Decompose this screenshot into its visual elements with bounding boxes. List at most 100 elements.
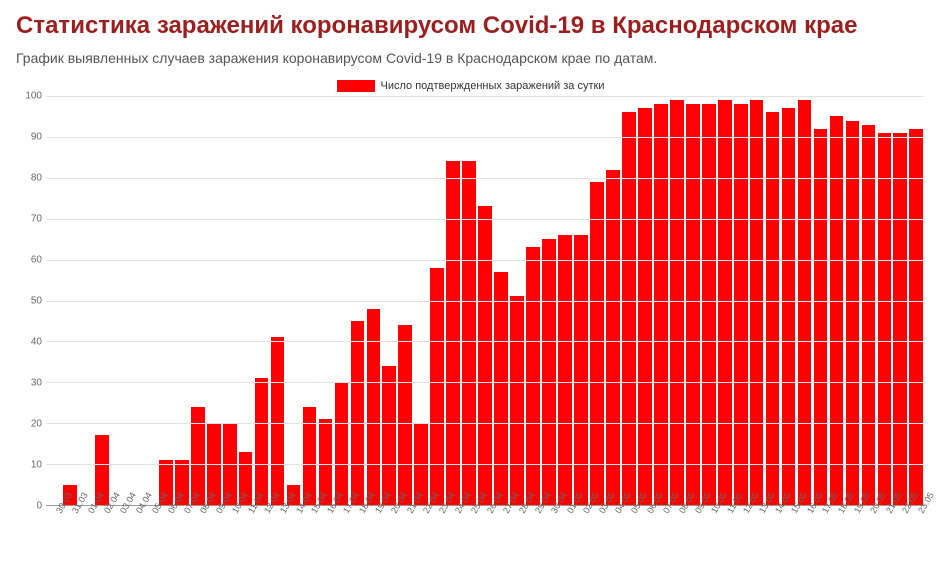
x-slot: 07.04 <box>174 506 190 546</box>
bar <box>335 382 349 505</box>
x-slot: 17.04 <box>333 506 349 546</box>
legend-label: Число подтвержденных заражений за сутки <box>381 80 605 92</box>
bar <box>590 182 604 505</box>
x-slot: 06.04 <box>158 506 174 546</box>
bar <box>638 108 652 505</box>
x-slot: 16.05 <box>797 506 813 546</box>
grid-line <box>46 423 924 424</box>
x-slot: 10.04 <box>222 506 238 546</box>
x-slot: 20.05 <box>860 506 876 546</box>
bar-chart: 0102030405060708090100 30.0331.0301.0402… <box>16 96 924 546</box>
x-slot: 05.05 <box>621 506 637 546</box>
x-slot: 30.04 <box>541 506 557 546</box>
y-tick-label: 100 <box>25 91 42 102</box>
y-tick-label: 20 <box>31 419 42 430</box>
legend-swatch <box>337 80 375 92</box>
x-slot: 15.05 <box>781 506 797 546</box>
x-slot: 14.05 <box>765 506 781 546</box>
x-slot: 22.04 <box>413 506 429 546</box>
x-slot: 03.05 <box>589 506 605 546</box>
x-slot: 21.04 <box>397 506 413 546</box>
grid-line <box>46 382 924 383</box>
x-slot: 29.04 <box>525 506 541 546</box>
grid-line <box>46 178 924 179</box>
x-slot: 28.04 <box>509 506 525 546</box>
grid-line <box>46 137 924 138</box>
y-tick-label: 30 <box>31 378 42 389</box>
y-tick-label: 0 <box>36 501 42 512</box>
bar <box>750 100 764 505</box>
x-slot: 26.04 <box>477 506 493 546</box>
y-tick-label: 60 <box>31 255 42 266</box>
x-slot: 02.05 <box>573 506 589 546</box>
x-slot: 11.04 <box>238 506 254 546</box>
x-slot: 02.04 <box>94 506 110 546</box>
x-slot: 11.05 <box>717 506 733 546</box>
x-axis: 30.0331.0301.0402.0403.0404.0405.0406.04… <box>46 506 924 546</box>
x-slot: 08.04 <box>190 506 206 546</box>
grid-line <box>46 464 924 465</box>
bar <box>446 161 460 505</box>
bar <box>782 108 796 505</box>
y-axis: 0102030405060708090100 <box>16 96 46 506</box>
grid-line <box>46 219 924 220</box>
bar <box>654 104 668 505</box>
bar <box>702 104 716 505</box>
x-slot: 19.05 <box>844 506 860 546</box>
x-slot: 12.05 <box>733 506 749 546</box>
bar <box>542 239 556 505</box>
x-slot: 18.04 <box>349 506 365 546</box>
bar <box>510 296 524 505</box>
grid-line <box>46 341 924 342</box>
x-slot: 09.04 <box>206 506 222 546</box>
page-title: Статистика заражений коронавирусом Covid… <box>16 12 925 40</box>
bar <box>367 309 381 505</box>
x-slot: 13.04 <box>270 506 286 546</box>
x-slot: 01.04 <box>78 506 94 546</box>
x-slot: 19.04 <box>365 506 381 546</box>
grid-line <box>46 260 924 261</box>
x-slot: 30.03 <box>46 506 62 546</box>
bar <box>606 170 620 505</box>
page-subtitle: График выявленных случаев заражения коро… <box>16 50 925 66</box>
x-slot: 31.03 <box>62 506 78 546</box>
x-slot: 04.04 <box>126 506 142 546</box>
y-tick-label: 80 <box>31 173 42 184</box>
x-slot: 06.05 <box>637 506 653 546</box>
chart-legend: Число подтвержденных заражений за сутки <box>16 80 925 92</box>
x-slot: 10.05 <box>701 506 717 546</box>
x-slot: 13.05 <box>749 506 765 546</box>
bar <box>622 112 636 505</box>
y-tick-label: 40 <box>31 337 42 348</box>
bar <box>430 268 444 505</box>
x-slot: 05.04 <box>142 506 158 546</box>
bar <box>670 100 684 505</box>
bar <box>494 272 508 505</box>
bar <box>909 129 923 505</box>
x-slot: 04.05 <box>605 506 621 546</box>
bar <box>398 325 412 505</box>
bar <box>382 366 396 505</box>
bar <box>351 321 365 505</box>
x-slot: 12.04 <box>254 506 270 546</box>
bar <box>798 100 812 505</box>
x-slot: 09.05 <box>685 506 701 546</box>
bar <box>862 125 876 505</box>
grid-line <box>46 96 924 97</box>
x-slot: 23.04 <box>429 506 445 546</box>
y-tick-label: 90 <box>31 132 42 143</box>
bar <box>271 337 285 505</box>
x-slot: 08.05 <box>669 506 685 546</box>
plot-area <box>46 96 924 506</box>
x-slot: 18.05 <box>828 506 844 546</box>
x-slot: 22.05 <box>892 506 908 546</box>
x-slot: 07.05 <box>653 506 669 546</box>
bar <box>255 378 269 505</box>
x-slot: 16.04 <box>317 506 333 546</box>
x-slot: 14.04 <box>286 506 302 546</box>
x-slot: 21.05 <box>876 506 892 546</box>
bar <box>814 129 828 505</box>
x-slot: 25.04 <box>461 506 477 546</box>
x-slot: 01.05 <box>557 506 573 546</box>
y-tick-label: 70 <box>31 214 42 225</box>
